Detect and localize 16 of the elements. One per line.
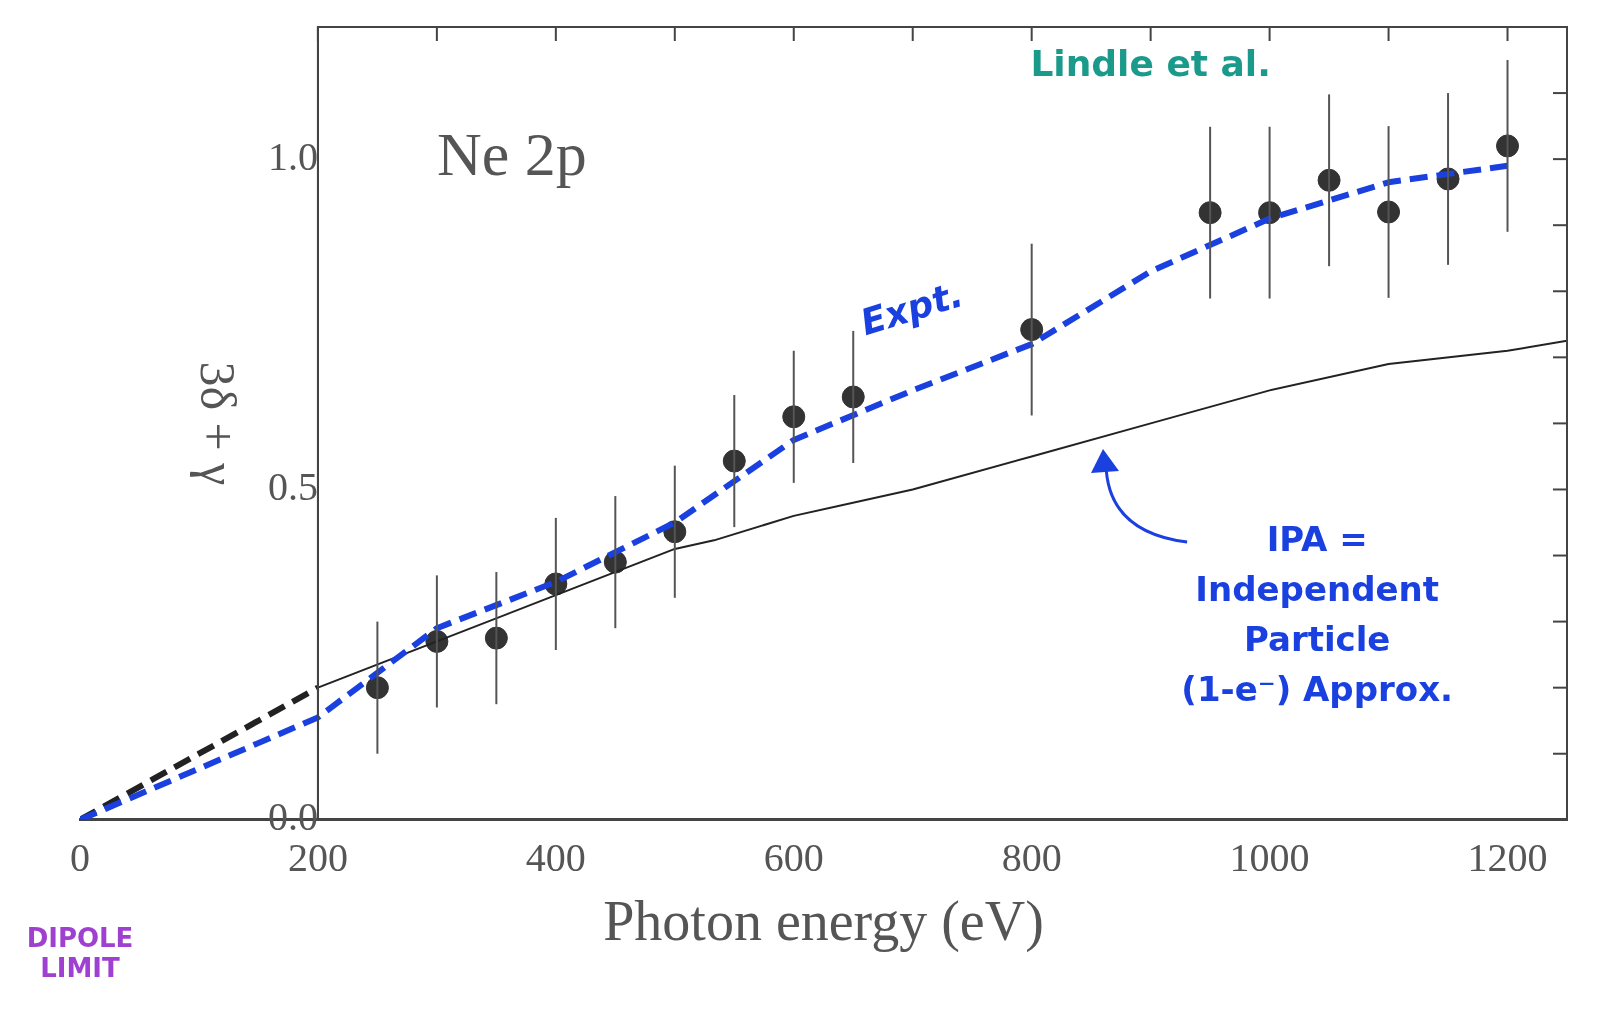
y-tick-label: 0.5 xyxy=(267,463,318,509)
annotation: IPA = Independent Particle (1-e⁻) Approx. xyxy=(1181,519,1454,710)
x-tick-label: 1000 xyxy=(1229,835,1310,881)
x-tick-label: 1200 xyxy=(1467,835,1548,881)
x-tick-label: 800 xyxy=(1001,835,1062,881)
annotation: Expt. xyxy=(855,273,968,344)
y-tick-label: 1.0 xyxy=(267,133,318,179)
annotation: Ne 2p xyxy=(436,120,587,189)
y-axis-title: 3δ + γ xyxy=(189,361,246,486)
x-axis-title: Photon energy (eV) xyxy=(603,890,1044,954)
x-tick-label: 600 xyxy=(763,835,824,881)
x-tick-label: 200 xyxy=(287,835,348,881)
x-tick-label: 400 xyxy=(525,835,586,881)
x-tick-label: 0 xyxy=(70,835,90,881)
annotation: Lindle et al. xyxy=(1030,43,1271,85)
text: DIPOLE LIMIT xyxy=(26,922,134,983)
